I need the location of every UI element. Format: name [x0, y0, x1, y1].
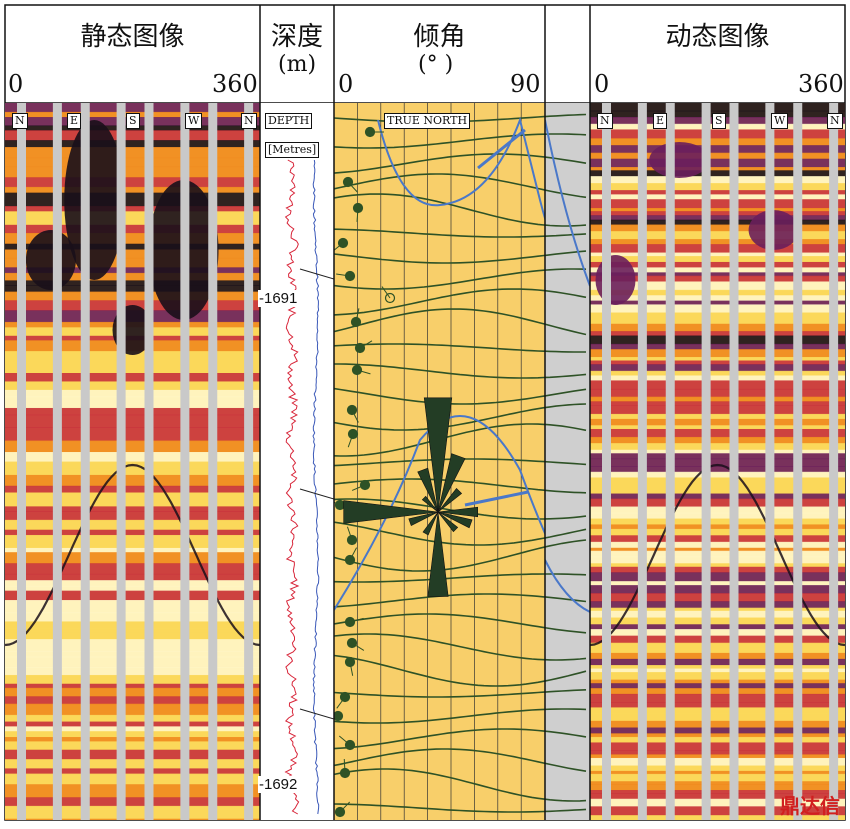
dip-rose-diagram	[343, 397, 478, 597]
compass-tag-east: E	[67, 113, 82, 129]
depth-track	[260, 103, 334, 820]
static-image-track	[5, 103, 260, 820]
red-log-curve	[284, 159, 300, 815]
depth-unit: (m)	[278, 52, 317, 77]
compass-tag-north-end: N	[241, 113, 257, 129]
compass-tag-south: S	[126, 113, 140, 129]
static-image-title: 静态图像	[80, 22, 185, 52]
dip-unit: (° )	[418, 52, 454, 77]
compass-tag-north: N	[597, 113, 613, 129]
dynamic-scale-min: 0	[594, 70, 610, 98]
dip-scale-max: 90	[510, 70, 541, 98]
dynamic-scale-max: 360	[798, 70, 844, 98]
dynamic-image-track	[590, 103, 845, 820]
compass-tag-south: S	[712, 113, 726, 129]
depth-unit-label: [Metres]	[265, 142, 320, 158]
compass-tag-east: E	[653, 113, 668, 129]
static-scale-max: 360	[212, 70, 258, 98]
dip-overflow-track	[545, 103, 590, 820]
compass-tag-west: W	[771, 113, 789, 129]
dip-title: 倾角	[413, 22, 466, 52]
depth-title: 深度	[270, 22, 323, 52]
blue-log-curve	[312, 159, 320, 815]
watermark-logo: 鼎达信	[780, 794, 840, 818]
dip-scale-min: 0	[338, 70, 354, 98]
dip-track	[334, 103, 545, 820]
fracture-sine-lower	[334, 415, 545, 611]
static-scale-min: 0	[8, 70, 24, 98]
depth-track-label: DEPTH	[265, 113, 313, 129]
depth-mark-1691: -1691	[258, 290, 299, 307]
compass-tag-north-end: N	[827, 113, 843, 129]
compass-tag-north: N	[12, 113, 28, 129]
fracture-sine-upper	[377, 116, 545, 222]
compass-tag-west: W	[185, 113, 203, 129]
true-north-label: TRUE NORTH	[384, 113, 471, 129]
dynamic-image-title: 动态图像	[665, 22, 770, 52]
column-dividers	[259, 5, 591, 820]
depth-mark-1692: -1692	[258, 776, 299, 793]
